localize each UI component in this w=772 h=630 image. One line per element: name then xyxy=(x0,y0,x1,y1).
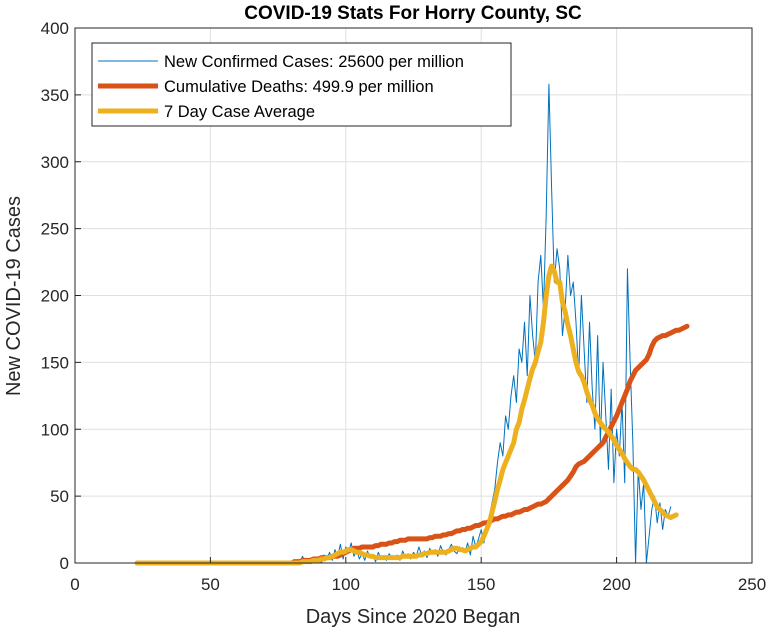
y-tick-label: 0 xyxy=(60,554,69,573)
x-axis-label: Days Since 2020 Began xyxy=(306,606,521,628)
y-tick-label: 50 xyxy=(50,487,69,506)
x-tick-label: 50 xyxy=(201,575,220,594)
chart-title: COVID-19 Stats For Horry County, SC xyxy=(244,3,582,24)
legend-label-deaths: Cumulative Deaths: 499.9 per million xyxy=(164,78,434,96)
y-tick-label: 100 xyxy=(41,420,69,439)
y-tick-label: 150 xyxy=(41,353,69,372)
legend-label-new-cases: New Confirmed Cases: 25600 per million xyxy=(164,53,464,71)
y-tick-label: 400 xyxy=(41,19,69,38)
y-tick-label: 200 xyxy=(41,287,69,306)
legend: New Confirmed Cases: 25600 per million C… xyxy=(91,42,512,127)
x-tick-label: 100 xyxy=(332,575,360,594)
x-tick-label: 200 xyxy=(602,575,630,594)
x-tick-label: 0 xyxy=(70,575,79,594)
legend-label-7-day-average: 7 Day Case Average xyxy=(164,103,315,121)
y-tick-label: 300 xyxy=(41,153,69,172)
y-tick-label: 250 xyxy=(41,220,69,239)
x-tick-label: 150 xyxy=(467,575,495,594)
x-tick-label: 250 xyxy=(738,575,766,594)
legend-box xyxy=(91,42,512,127)
y-tick-label: 350 xyxy=(41,86,69,105)
axis-ticks: 0 50 100 150 200 250 0 50 100 150 200 250 300 350 400 xyxy=(41,19,767,594)
y-axis-label: New COVID-19 Cases xyxy=(3,196,25,396)
